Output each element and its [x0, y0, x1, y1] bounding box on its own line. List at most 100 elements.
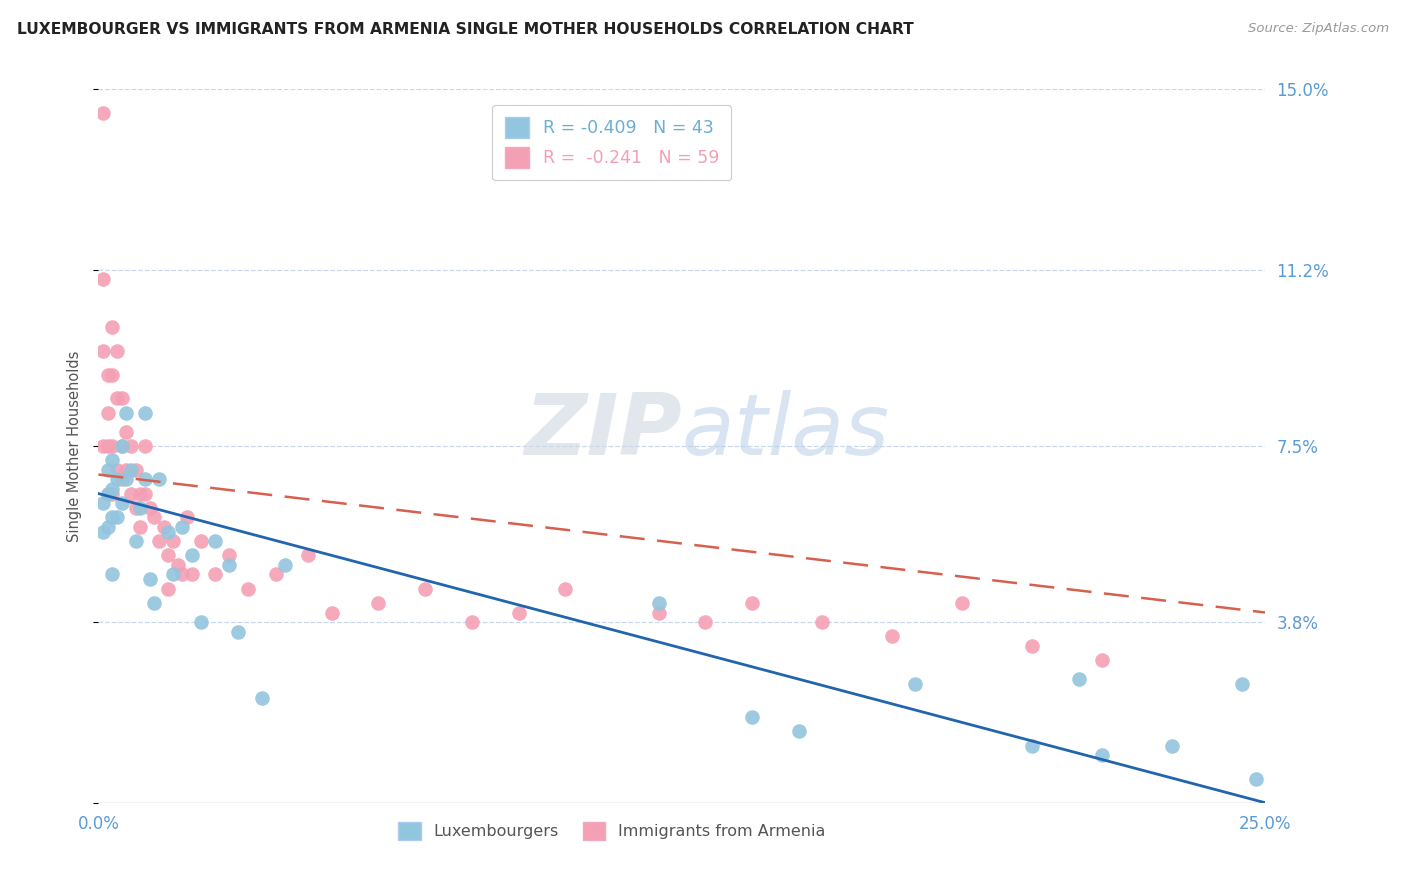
Point [101, 320, 124, 334]
Point [97, 463, 120, 477]
Point [297, 549, 319, 563]
Point [367, 596, 389, 610]
Point [274, 558, 297, 572]
Point [218, 558, 240, 572]
Point [143, 510, 166, 524]
Text: atlas: atlas [682, 390, 890, 474]
Point [91, 106, 114, 120]
Point [180, 567, 202, 582]
Point [111, 496, 134, 510]
Point [166, 558, 188, 572]
Point [115, 425, 138, 439]
Text: ZIP: ZIP [524, 390, 682, 474]
Point [101, 510, 124, 524]
Point [950, 596, 973, 610]
Point [250, 691, 273, 706]
Point [97, 406, 120, 420]
Point [162, 567, 184, 582]
Point [105, 463, 128, 477]
Point [139, 572, 162, 586]
Point [105, 510, 128, 524]
Point [105, 472, 128, 486]
Point [218, 549, 240, 563]
Point [143, 596, 166, 610]
Point [134, 486, 156, 500]
Point [1021, 739, 1043, 753]
Point [741, 596, 763, 610]
Point [172, 520, 194, 534]
Point [228, 624, 250, 639]
Point [97, 486, 120, 500]
Point [120, 439, 142, 453]
Point [134, 439, 156, 453]
Point [176, 510, 198, 524]
Point [120, 463, 142, 477]
Point [508, 606, 530, 620]
Point [97, 520, 120, 534]
Point [129, 520, 152, 534]
Point [148, 534, 170, 549]
Y-axis label: Single Mother Households: Single Mother Households [67, 351, 83, 541]
Point [787, 724, 810, 739]
Point [554, 582, 576, 596]
Point [125, 463, 148, 477]
Point [264, 567, 287, 582]
Point [162, 534, 184, 549]
Point [157, 524, 180, 539]
Point [880, 629, 903, 643]
Point [1021, 639, 1043, 653]
Point [695, 615, 717, 629]
Point [1161, 739, 1184, 753]
Point [204, 567, 226, 582]
Point [129, 486, 152, 500]
Point [91, 496, 114, 510]
Point [101, 567, 124, 582]
Point [134, 472, 156, 486]
Point [321, 606, 343, 620]
Point [105, 392, 128, 406]
Point [1244, 772, 1267, 786]
Point [204, 534, 226, 549]
Point [157, 549, 180, 563]
Point [97, 368, 120, 382]
Point [97, 486, 120, 500]
Point [413, 582, 436, 596]
Point [157, 582, 180, 596]
Point [111, 439, 134, 453]
Point [91, 272, 114, 286]
Point [97, 439, 120, 453]
Point [101, 486, 124, 500]
Point [190, 615, 212, 629]
Point [134, 406, 156, 420]
Point [236, 582, 259, 596]
Point [129, 500, 152, 515]
Text: Source: ZipAtlas.com: Source: ZipAtlas.com [1249, 22, 1389, 36]
Point [125, 500, 148, 515]
Point [101, 368, 124, 382]
Point [91, 343, 114, 358]
Point [105, 343, 128, 358]
Point [115, 463, 138, 477]
Point [111, 392, 134, 406]
Point [148, 472, 170, 486]
Point [172, 567, 194, 582]
Point [111, 439, 134, 453]
Point [180, 549, 202, 563]
Point [101, 439, 124, 453]
Legend: Luxembourgers, Immigrants from Armenia: Luxembourgers, Immigrants from Armenia [392, 816, 832, 847]
Point [461, 615, 484, 629]
Point [190, 534, 212, 549]
Point [647, 606, 669, 620]
Point [101, 482, 124, 496]
Point [91, 439, 114, 453]
Point [1067, 672, 1090, 686]
Point [647, 596, 669, 610]
Point [1091, 653, 1114, 667]
Point [91, 524, 114, 539]
Point [120, 486, 142, 500]
Point [741, 710, 763, 724]
Text: LUXEMBOURGER VS IMMIGRANTS FROM ARMENIA SINGLE MOTHER HOUSEHOLDS CORRELATION CHA: LUXEMBOURGER VS IMMIGRANTS FROM ARMENIA … [17, 22, 914, 37]
Point [1091, 748, 1114, 763]
Point [152, 520, 174, 534]
Point [101, 453, 124, 467]
